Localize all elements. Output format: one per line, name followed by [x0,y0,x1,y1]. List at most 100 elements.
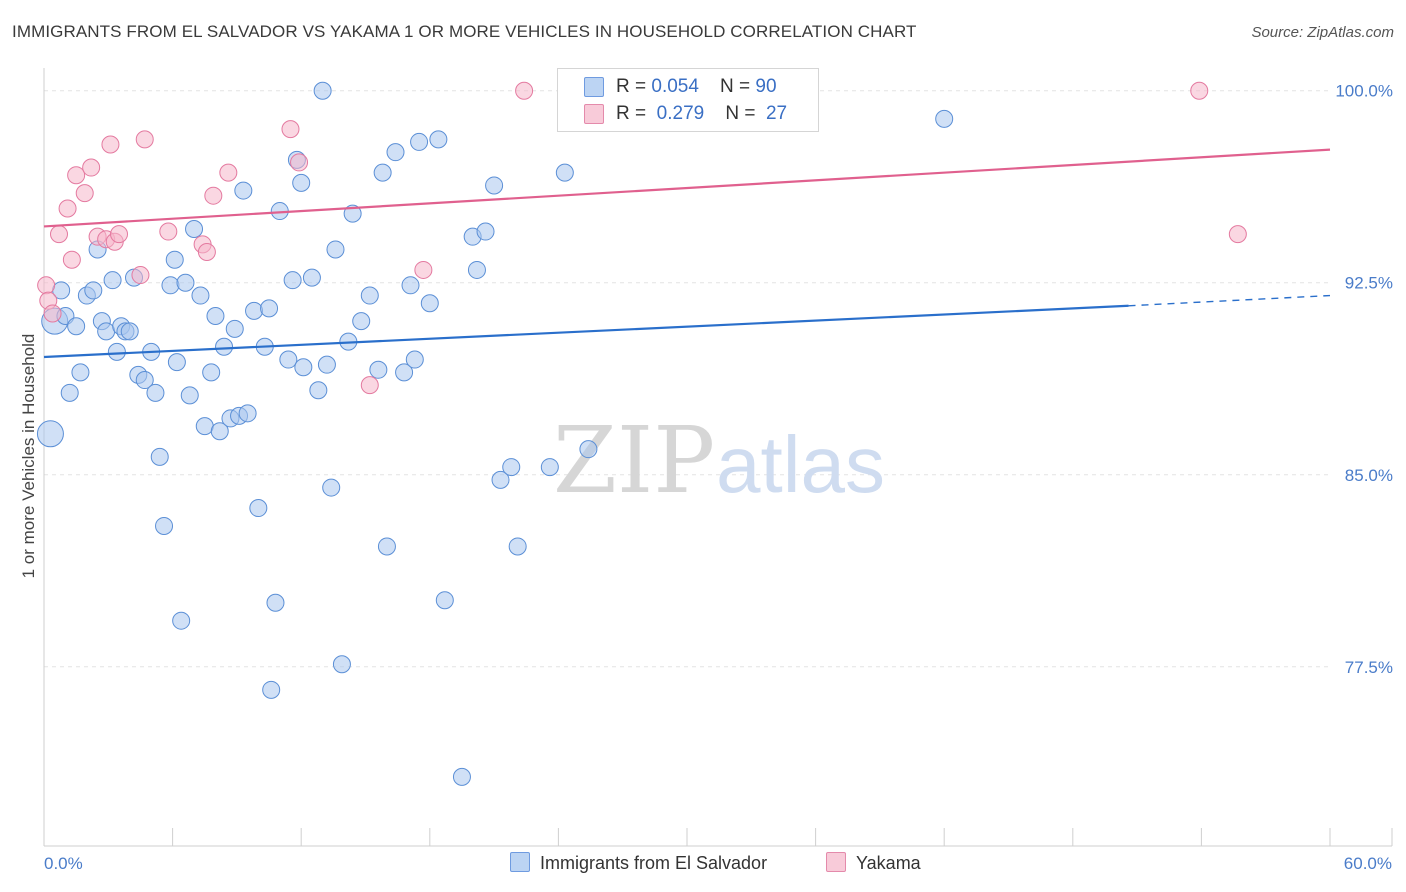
el-salvador-point [283,271,302,290]
el-salvador-point [377,537,396,556]
el-salvador-point [185,219,204,238]
watermark-atlas: atlas [716,420,885,509]
legend-swatch-pink [826,852,846,872]
el-salvador-point [225,319,244,338]
legend-r-label: R = [616,103,652,124]
legend-r-value: 0.279 [656,103,705,124]
el-salvador-point [155,516,174,535]
el-salvador-point [249,499,268,518]
el-salvador-point [234,181,253,200]
el-salvador-point [313,81,332,100]
yakama-point [135,130,154,149]
el-salvador-point [292,173,311,192]
yakama-point [414,260,433,279]
el-salvador-point [84,281,103,300]
el-salvador-point [210,422,229,441]
el-salvador-point [467,260,486,279]
el-salvador-point [176,273,195,292]
el-salvador-point [294,358,313,377]
el-salvador-point [540,458,559,477]
el-salvador-point [485,176,504,195]
legend-r-label: R = [616,76,652,97]
y-tick-label: 77.5% [1345,658,1393,677]
el-salvador-point [352,312,371,331]
y-tick-labels: 100.0% 92.5% 85.0% 77.5% [1335,82,1393,677]
grid-lines [44,90,1330,668]
el-salvador-point [60,383,79,402]
el-salvador-point [165,250,184,269]
legend-item-yakama: Yakama [826,852,921,874]
el-salvador-point [360,286,379,305]
el-salvador-point [322,478,341,497]
el-salvador-point [369,360,388,379]
x-tick-label: 60.0% [1344,854,1392,873]
yakama-point [515,81,534,100]
el-salvador-point [429,130,448,149]
legend-item-el-salvador: Immigrants from El Salvador [510,852,767,874]
el-salvador-point [120,322,139,341]
el-salvador-point [206,307,225,326]
legend-swatch-blue [510,852,530,872]
yakama-point [101,135,120,154]
el-salvador-point [245,301,264,320]
y-tick-label: 100.0% [1335,82,1393,101]
el-salvador-point [146,383,165,402]
el-salvador-point [71,363,90,382]
chart-title: IMMIGRANTS FROM EL SALVADOR VS YAKAMA 1 … [12,22,917,41]
y-tick-label: 85.0% [1345,466,1393,485]
el-salvador-point [309,381,328,400]
correlation-legend: R = 0.054 N = 90 R = 0.279 N = 27 [557,68,819,132]
watermark-zip: ZIP [553,407,715,514]
yakama-point [1190,81,1209,100]
trend-lines [43,148,1331,359]
yakama-point [58,199,77,218]
el-salvador-point [36,420,64,448]
el-salvador-point [103,271,122,290]
yakama-point [219,163,238,182]
el-salvador-trend-extension [1128,294,1331,307]
legend-r-value: 0.054 [651,76,699,97]
el-salvador-point [161,276,180,295]
yakama-point [62,250,81,269]
yakama-point [43,304,62,323]
yakama-point [204,186,223,205]
el-salvador-point [67,317,86,336]
el-salvador-point [150,447,169,466]
yakama-point [281,120,300,139]
series-yakama-points [37,81,1247,395]
el-salvador-point [215,337,234,356]
x-tick-labels: 0.0% 60.0% [44,854,1392,873]
el-salvador-point [326,240,345,259]
yakama-point [82,158,101,177]
el-salvador-point [491,470,510,489]
el-salvador-point [107,342,126,361]
el-salvador-point [191,286,210,305]
el-salvador-point [405,350,424,369]
watermark: ZIP atlas [553,407,885,514]
el-salvador-point [508,537,527,556]
yakama-point [360,376,379,395]
el-salvador-point [410,132,429,151]
yakama-point [110,225,129,244]
el-salvador-point [172,611,191,630]
el-salvador-trend-line [43,304,1129,359]
el-salvador-point [195,417,214,436]
el-salvador-point [401,276,420,295]
yakama-point [67,166,86,185]
legend-n-label: N = [720,76,756,97]
legend-label-el-salvador: Immigrants from El Salvador [540,853,768,873]
el-salvador-point [386,143,405,162]
yakama-point [75,184,94,203]
el-salvador-point [238,404,257,423]
el-salvador-point [476,222,495,241]
el-salvador-point [452,767,471,786]
legend-label-yakama: Yakama [856,853,921,873]
yakama-point [197,243,216,262]
legend-n-label: N = [725,103,761,124]
y-axis-label: 1 or more Vehicles in Household [19,334,38,579]
yakama-point [50,225,69,244]
el-salvador-point [279,350,298,369]
el-salvador-point [317,355,336,374]
el-salvador-point [180,386,199,405]
